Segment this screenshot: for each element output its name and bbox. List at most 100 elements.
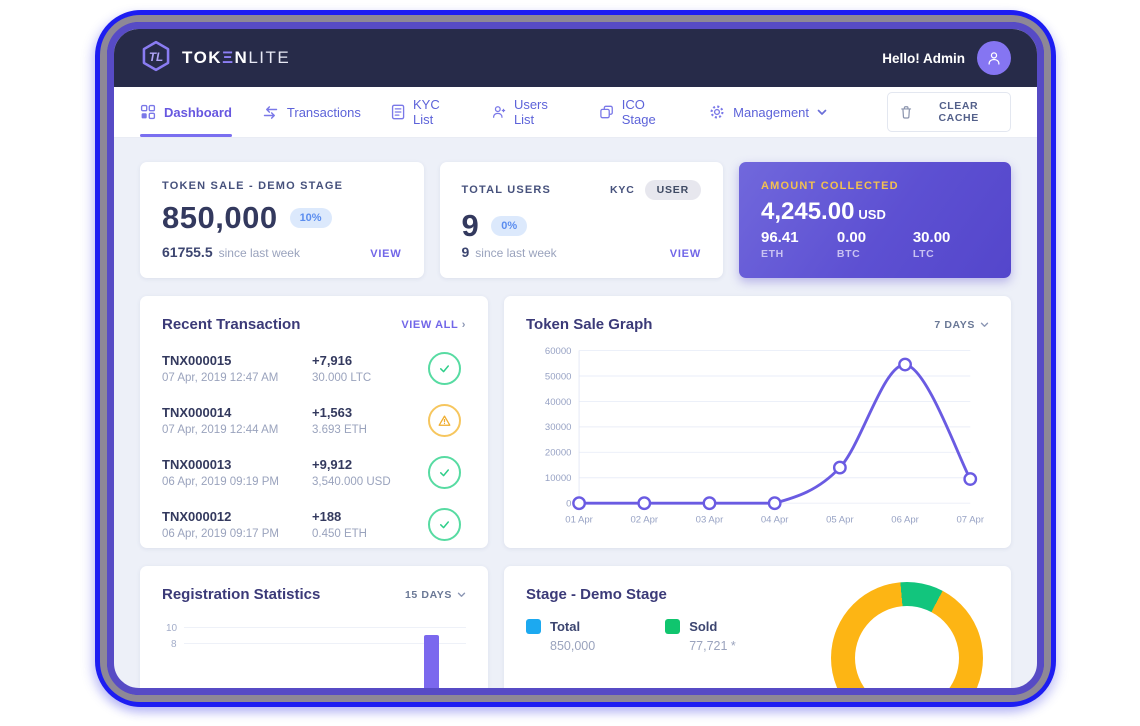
svg-text:40000: 40000 — [545, 397, 572, 408]
tx-detail: 3,540.000 USD — [312, 476, 391, 488]
tx-date: 07 Apr, 2019 12:47 AM — [162, 372, 279, 384]
nav-label-transactions: Transactions — [286, 104, 361, 120]
transaction-row[interactable]: TNX000015 07 Apr, 2019 12:47 AM +7,916 30.… — [162, 352, 466, 385]
stage-legend: Total 850,000 Sold 77,721 * — [526, 619, 989, 653]
stage-card: Stage - Demo Stage Total 850,000 — [504, 566, 1011, 688]
clear-cache-button[interactable]: CLEAR CACHE — [887, 92, 1011, 132]
toggle-user[interactable]: USER — [644, 180, 701, 200]
total-users-view-link[interactable]: VIEW — [669, 248, 701, 260]
toggle-kyc[interactable]: KYC — [610, 184, 635, 196]
svg-text:60000: 60000 — [545, 346, 572, 357]
amount-collected-card: AMOUNT COLLECTED 4,245.00 USD 96.41 ETH 0… — [739, 162, 1011, 278]
legend-total-value: 850,000 — [550, 639, 596, 653]
legend-total-swatch — [526, 619, 541, 634]
user-icon — [988, 52, 1000, 65]
tx-status-icon — [428, 456, 461, 489]
tx-status-icon — [428, 352, 461, 385]
user-list-icon — [492, 106, 506, 118]
registration-bar — [424, 635, 439, 688]
legend-total-label: Total — [550, 619, 581, 634]
nav-label-ico-stage: ICO Stage — [621, 97, 656, 127]
ytick-label: 8 — [171, 639, 177, 650]
registration-range-select[interactable]: 15 DAYS — [405, 589, 466, 601]
graph-range-select[interactable]: 7 DAYS — [934, 319, 989, 331]
token-sale-title: TOKEN SALE - DEMO STAGE — [162, 180, 344, 192]
tx-date: 07 Apr, 2019 12:44 AM — [162, 424, 279, 436]
middle-row: Recent Transaction VIEW ALL › TNX000015 0… — [140, 296, 1011, 548]
brand[interactable]: TL TOKΞNLITE — [140, 40, 290, 77]
amount-collected-value: 4,245.00 USD — [761, 198, 886, 225]
amount-currency: USD — [858, 207, 886, 222]
transaction-row[interactable]: TNX000014 07 Apr, 2019 12:44 AM +1,563 3.6… — [162, 404, 466, 437]
svg-text:05 Apr: 05 Apr — [826, 514, 854, 525]
chevron-down-icon — [457, 592, 466, 597]
tx-id: TNX000013 — [162, 457, 232, 472]
svg-text:07 Apr: 07 Apr — [956, 514, 984, 525]
nav-item-management[interactable]: Management — [709, 87, 827, 137]
registration-statistics-card: Registration Statistics 15 DAYS 10 8 — [140, 566, 488, 688]
legend-sold-label: Sold — [689, 619, 718, 634]
nav-item-dashboard[interactable]: Dashboard — [140, 87, 232, 137]
chevron-down-icon — [817, 109, 827, 115]
transaction-row[interactable]: TNX000012 06 Apr, 2019 09:17 PM +188 0.450… — [162, 508, 466, 541]
tx-amount: +188 — [312, 509, 342, 524]
nav-label-management: Management — [733, 104, 810, 120]
total-users-title: TOTAL USERS — [461, 184, 552, 196]
token-sale-view-link[interactable]: VIEW — [370, 248, 402, 260]
token-sale-line-chart: 0 10000 20000 30000 40000 50000 60000 01 Apr 02 … — [545, 346, 985, 525]
svg-text:30000: 30000 — [545, 422, 572, 433]
svg-text:01 Apr: 01 Apr — [565, 514, 593, 525]
transaction-row[interactable]: TNX000013 06 Apr, 2019 09:19 PM +9,912 3,5… — [162, 456, 466, 489]
device-frame-inner: TL TOKΞNLITE Hello! Admin — [107, 22, 1044, 695]
grid-icon — [140, 104, 156, 120]
transfer-arrows-icon — [263, 105, 278, 119]
token-sale-graph-card: Token Sale Graph 7 DAYS 0 10000 20000 30000… — [504, 296, 1011, 548]
token-sale-delta-label: since last week — [218, 246, 300, 260]
svg-text:50000: 50000 — [545, 371, 572, 382]
svg-text:06 Apr: 06 Apr — [891, 514, 919, 525]
tx-status-icon — [428, 404, 461, 437]
nav-label-users-list: Users List — [513, 97, 548, 127]
svg-text:TL: TL — [149, 50, 163, 63]
chevron-right-icon: › — [461, 318, 466, 331]
svg-text:02 Apr: 02 Apr — [631, 514, 659, 525]
token-sale-value: 850,000 — [162, 200, 278, 235]
bottom-row: Registration Statistics 15 DAYS 10 8 — [140, 566, 1011, 688]
cube-stack-icon — [599, 105, 613, 119]
clear-cache-label: CLEAR CACHE — [938, 100, 979, 124]
recent-transactions-title: Recent Transaction — [162, 316, 301, 333]
tx-amount: +1,563 — [312, 405, 353, 420]
total-users-delta: 9 — [461, 244, 470, 260]
page-body: TOKEN SALE - DEMO STAGE 850,000 10% 6175… — [114, 138, 1037, 688]
registration-bar-chart: 10 8 — [162, 613, 466, 688]
view-all-link[interactable]: VIEW ALL › — [401, 318, 466, 331]
nav-label-kyc-list: KYC List — [413, 97, 440, 127]
kyc-user-toggle: KYC USER — [610, 180, 701, 200]
nav-label-dashboard: Dashboard — [164, 104, 232, 120]
nav-item-users-list[interactable]: Users List — [491, 87, 569, 137]
app-window: TL TOKΞNLITE Hello! Admin — [114, 29, 1037, 688]
token-sale-badge: 10% — [289, 208, 332, 228]
device-frame: TL TOKΞNLITE Hello! Admin — [95, 10, 1056, 707]
trash-icon — [901, 106, 912, 119]
svg-text:10000: 10000 — [545, 473, 572, 484]
tx-detail: 30.000 LTC — [312, 372, 372, 384]
amount-btc: 0.00 BTC — [836, 229, 867, 260]
recent-transactions-card: Recent Transaction VIEW ALL › TNX000015 0… — [140, 296, 488, 548]
total-users-delta-label: since last week — [475, 246, 557, 260]
legend-sold: Sold 77,721 * — [665, 619, 736, 653]
nav-item-ico-stage[interactable]: ICO Stage — [599, 87, 680, 137]
total-users-card: TOTAL USERS KYC USER 9 0% 9 since last w… — [439, 162, 723, 278]
token-sale-card: TOKEN SALE - DEMO STAGE 850,000 10% 6175… — [140, 162, 424, 278]
avatar[interactable] — [977, 41, 1011, 75]
amount-eth: 96.41 ETH — [761, 229, 799, 260]
tx-amount: +9,912 — [312, 457, 353, 472]
tx-date: 06 Apr, 2019 09:17 PM — [162, 528, 280, 540]
tx-id: TNX000014 — [162, 405, 232, 420]
tx-status-icon — [428, 508, 461, 541]
device-frame-mid: TL TOKΞNLITE Hello! Admin — [100, 15, 1051, 702]
tx-detail: 0.450 ETH — [312, 528, 367, 540]
nav-item-transactions[interactable]: Transactions — [262, 87, 361, 137]
nav-item-kyc-list[interactable]: KYC List — [391, 87, 461, 137]
tx-id: TNX000012 — [162, 509, 232, 524]
